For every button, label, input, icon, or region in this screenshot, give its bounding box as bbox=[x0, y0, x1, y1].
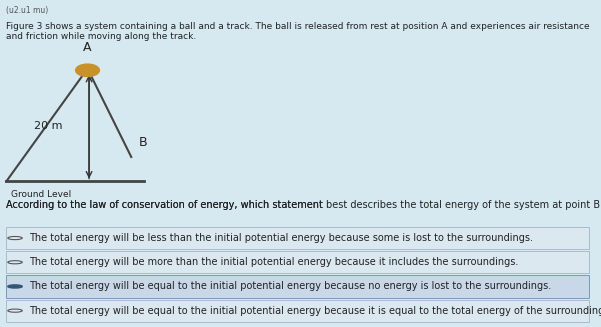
Circle shape bbox=[76, 64, 99, 77]
Text: (u2.u1 mu): (u2.u1 mu) bbox=[6, 6, 48, 15]
Circle shape bbox=[8, 285, 22, 288]
FancyBboxPatch shape bbox=[6, 300, 589, 322]
Text: According to the law of conservation of energy, which statement: According to the law of conservation of … bbox=[6, 200, 326, 210]
Text: B: B bbox=[139, 136, 148, 149]
Text: A: A bbox=[84, 41, 92, 54]
Text: The total energy will be less than the initial potential energy because some is : The total energy will be less than the i… bbox=[29, 233, 533, 243]
FancyBboxPatch shape bbox=[6, 275, 589, 298]
Text: The total energy will be equal to the initial potential energy because it is equ: The total energy will be equal to the in… bbox=[29, 306, 601, 316]
Text: Figure 3 shows a system containing a ball and a track. The ball is released from: Figure 3 shows a system containing a bal… bbox=[6, 22, 590, 41]
FancyBboxPatch shape bbox=[6, 251, 589, 273]
Text: The total energy will be equal to the initial potential energy because no energy: The total energy will be equal to the in… bbox=[29, 282, 551, 291]
Text: 20 m: 20 m bbox=[34, 121, 63, 131]
FancyBboxPatch shape bbox=[6, 227, 589, 249]
Text: The total energy will be more than the initial potential energy because it inclu: The total energy will be more than the i… bbox=[29, 257, 518, 267]
Text: Ground Level: Ground Level bbox=[11, 190, 71, 199]
Text: According to the law of conservation of energy, which statement best describes t: According to the law of conservation of … bbox=[6, 200, 601, 210]
